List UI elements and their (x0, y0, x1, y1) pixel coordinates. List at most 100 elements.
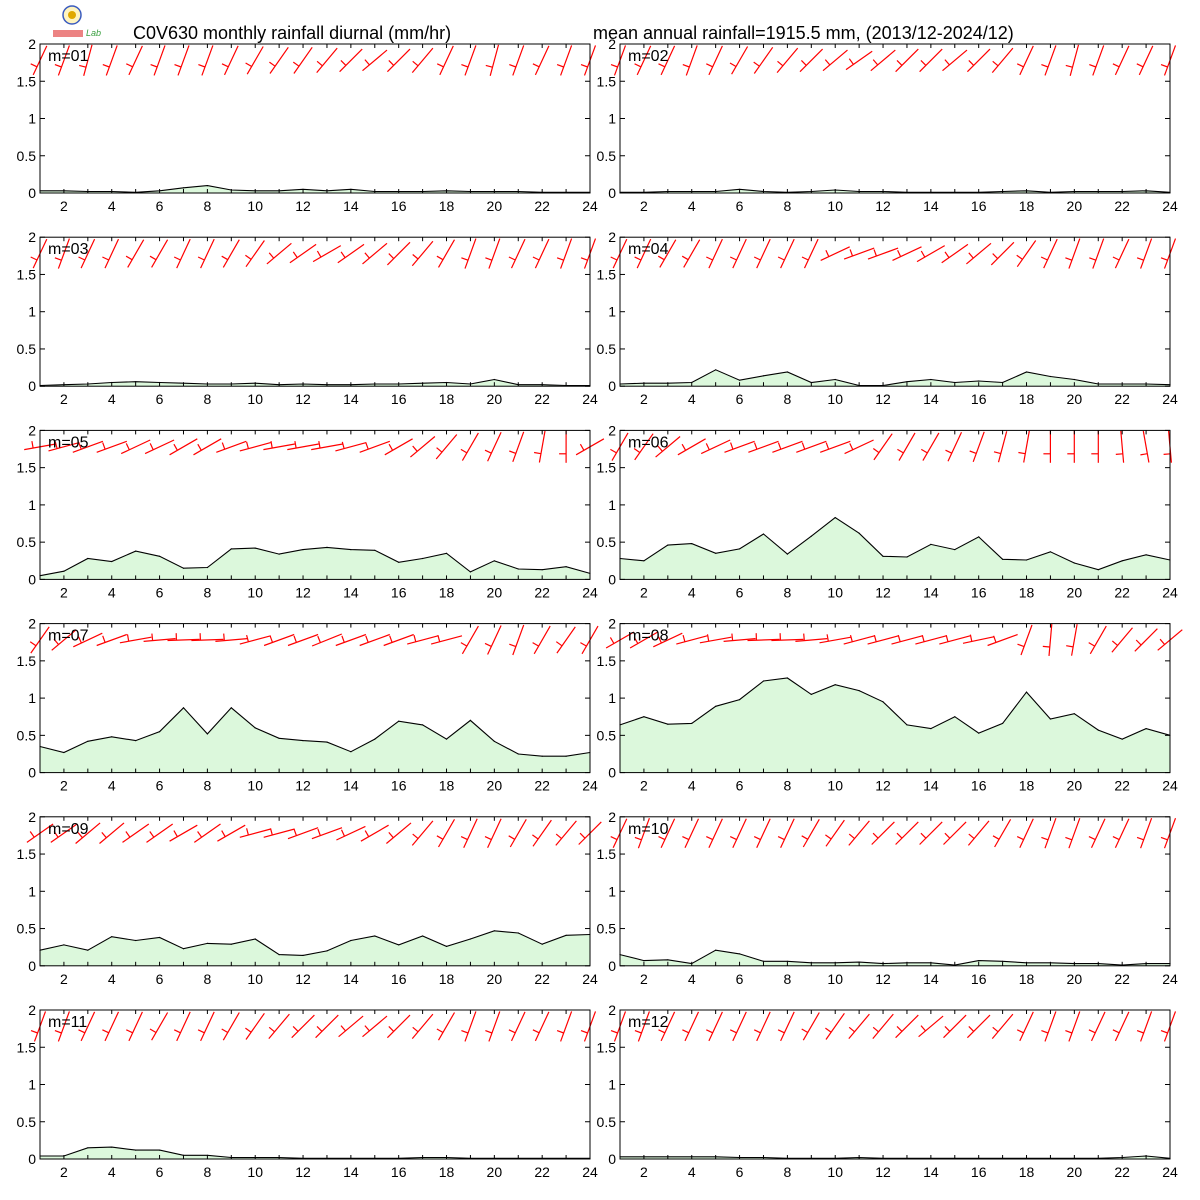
rain-point (135, 1149, 137, 1151)
rain-point (230, 548, 232, 550)
wind-barb (801, 818, 820, 848)
rain-point (493, 740, 495, 742)
x-tick-label: 24 (582, 391, 598, 407)
wind-barb (777, 238, 795, 269)
x-tick-label: 14 (923, 198, 939, 214)
wind-barb (362, 242, 388, 265)
wind-barb (126, 1011, 143, 1042)
wind-barb (119, 634, 152, 644)
wind-barb (72, 440, 104, 453)
wind-barb (1018, 430, 1030, 463)
x-tick-label: 10 (247, 198, 263, 214)
wind-barb (532, 45, 550, 76)
x-tick-label: 6 (736, 778, 744, 794)
wind-barb (75, 822, 101, 844)
wind-barb (484, 818, 502, 848)
rain-line (619, 516, 1171, 571)
rain-point (206, 566, 208, 569)
y-tick-label: 2 (608, 229, 616, 245)
wind-barb (1136, 1011, 1153, 1042)
rain-point (1025, 691, 1028, 693)
x-tick-label: 18 (1019, 1164, 1035, 1180)
wind-barb (729, 1011, 747, 1042)
wind-barb (1016, 818, 1034, 848)
rain-point (541, 569, 543, 571)
wind-barb (508, 818, 527, 848)
wind-barb (1160, 1011, 1177, 1042)
y-tick-label: 0.5 (597, 921, 617, 937)
rain-point (882, 701, 884, 703)
wind-barb (1088, 1011, 1106, 1042)
rain-point (326, 950, 328, 952)
rain-line (620, 1155, 1171, 1159)
rain-area (40, 379, 590, 387)
rain-point (541, 943, 543, 945)
rain-point (1097, 729, 1099, 731)
rain-point (739, 699, 741, 701)
x-tick-label: 14 (923, 778, 939, 794)
rain-line (40, 185, 590, 193)
panel-m=03: 00.511.522 4 6 8 10 12 14 16 18 20 22 24m=03 (17, 229, 598, 407)
rain-point (810, 535, 812, 537)
x-tick-label: 16 (971, 778, 987, 794)
rain-point (978, 732, 980, 734)
wind-barb (700, 439, 731, 455)
wind-barb (191, 633, 224, 642)
rain-point (786, 960, 789, 962)
x-tick-label: 12 (295, 1164, 311, 1180)
x-tick-label: 22 (534, 198, 550, 214)
rain-point (326, 741, 328, 743)
plot-frame (39, 1009, 591, 1160)
chart-title-right: mean annual rainfall=1915.5 mm, (2013/12… (593, 23, 1014, 43)
wind-barb (289, 243, 317, 264)
wind-barb (682, 45, 698, 76)
wind-barb (892, 246, 922, 261)
wind-barb (359, 633, 391, 647)
rain-point (87, 740, 89, 742)
wind-barb (820, 246, 850, 261)
y-tick-label: 1.5 (17, 73, 37, 89)
x-tick-label: 2 (640, 971, 648, 987)
wind-barb (580, 238, 597, 269)
month-label: m=10 (628, 821, 669, 838)
wind-barb (149, 1012, 169, 1041)
rain-point (350, 939, 352, 942)
y-tick-label: 0.5 (597, 534, 617, 550)
wind-barb (50, 823, 78, 843)
wind-barb (1136, 45, 1154, 76)
rain-point (930, 728, 932, 730)
wind-barb (435, 434, 458, 460)
rain-point (469, 938, 471, 940)
wind-barb (436, 45, 454, 76)
wind-barb (634, 238, 652, 269)
wind-barb (335, 441, 367, 452)
rain-point (762, 960, 765, 962)
rain-point (63, 570, 65, 572)
wind-barb (338, 1015, 364, 1038)
rain-point (1121, 738, 1123, 740)
rain-point (254, 938, 256, 940)
wind-barb (658, 1011, 676, 1042)
x-tick-label: 12 (295, 391, 311, 407)
x-tick-label: 24 (1162, 778, 1178, 794)
wind-barb (311, 827, 343, 840)
rain-point (159, 555, 161, 557)
wind-barb (555, 626, 576, 654)
rain-point (667, 959, 669, 961)
wind-barb (460, 625, 479, 655)
rain-point (565, 566, 567, 568)
rain-point (1049, 551, 1051, 553)
wind-barb (891, 634, 923, 645)
rain-point (1121, 560, 1123, 562)
seal-center (68, 11, 76, 19)
wind-barb (245, 46, 264, 75)
x-tick-label: 12 (875, 778, 891, 794)
x-tick-label: 14 (343, 198, 359, 214)
rain-point (715, 949, 717, 951)
wind-barb (1017, 624, 1033, 656)
rain-point (302, 740, 304, 742)
rain-point (810, 693, 812, 696)
rain-point (1145, 554, 1147, 556)
wind-barb (48, 441, 80, 452)
